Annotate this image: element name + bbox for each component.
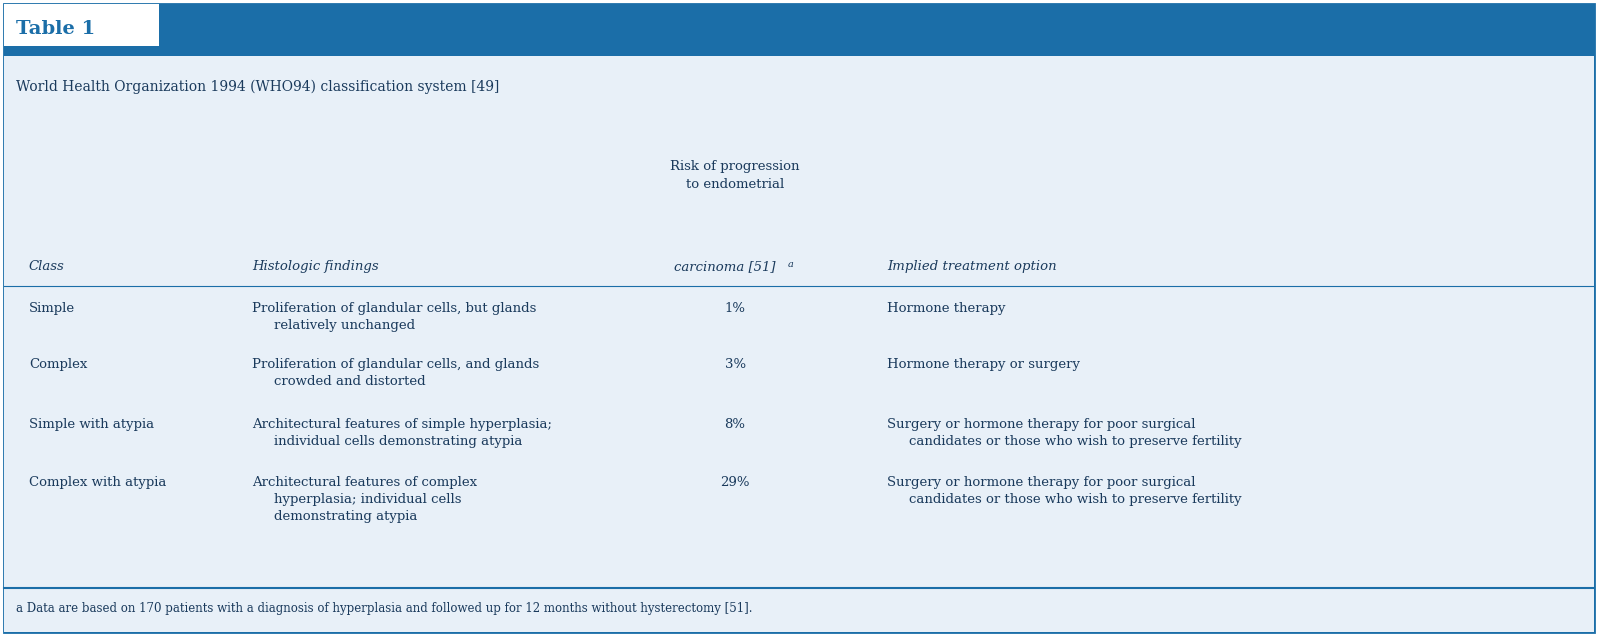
Text: Simple with atypia: Simple with atypia <box>29 418 153 431</box>
Text: Proliferation of glandular cells, but glands: Proliferation of glandular cells, but gl… <box>252 302 537 315</box>
Bar <box>5 4 1593 56</box>
Text: Class: Class <box>29 260 64 273</box>
Text: Risk of progression: Risk of progression <box>670 160 801 173</box>
Text: World Health Organization 1994 (WHO94) classification system [49]: World Health Organization 1994 (WHO94) c… <box>16 80 499 94</box>
Text: relatively unchanged: relatively unchanged <box>275 319 415 332</box>
Text: Surgery or hormone therapy for poor surgical: Surgery or hormone therapy for poor surg… <box>887 418 1195 431</box>
Text: 1%: 1% <box>724 302 746 315</box>
Text: a: a <box>788 260 794 269</box>
Text: Proliferation of glandular cells, and glands: Proliferation of glandular cells, and gl… <box>252 358 540 371</box>
Text: to endometrial: to endometrial <box>686 178 785 191</box>
Text: Surgery or hormone therapy for poor surgical: Surgery or hormone therapy for poor surg… <box>887 476 1195 489</box>
Text: Simple: Simple <box>29 302 75 315</box>
Text: 8%: 8% <box>724 418 746 431</box>
Text: candidates or those who wish to preserve fertility: candidates or those who wish to preserve… <box>909 435 1242 448</box>
Text: Histologic findings: Histologic findings <box>252 260 379 273</box>
Text: Table 1: Table 1 <box>16 20 96 38</box>
Text: Architectural features of complex: Architectural features of complex <box>252 476 478 489</box>
Text: 3%: 3% <box>724 358 746 371</box>
Text: a Data are based on 170 patients with a diagnosis of hyperplasia and followed up: a Data are based on 170 patients with a … <box>16 602 753 615</box>
Text: Architectural features of simple hyperplasia;: Architectural features of simple hyperpl… <box>252 418 553 431</box>
Bar <box>5 4 158 46</box>
Text: individual cells demonstrating atypia: individual cells demonstrating atypia <box>275 435 523 448</box>
Text: 29%: 29% <box>721 476 749 489</box>
Bar <box>5 588 1593 632</box>
Text: carcinoma [51]: carcinoma [51] <box>674 260 777 273</box>
Text: Implied treatment option: Implied treatment option <box>887 260 1056 273</box>
Text: candidates or those who wish to preserve fertility: candidates or those who wish to preserve… <box>909 493 1242 506</box>
Text: Hormone therapy: Hormone therapy <box>887 302 1005 315</box>
Text: Complex: Complex <box>29 358 88 371</box>
Text: demonstrating atypia: demonstrating atypia <box>275 510 417 523</box>
Text: hyperplasia; individual cells: hyperplasia; individual cells <box>275 493 462 506</box>
Text: Complex with atypia: Complex with atypia <box>29 476 166 489</box>
Text: Hormone therapy or surgery: Hormone therapy or surgery <box>887 358 1080 371</box>
Bar <box>5 56 1593 588</box>
Text: crowded and distorted: crowded and distorted <box>275 375 427 388</box>
